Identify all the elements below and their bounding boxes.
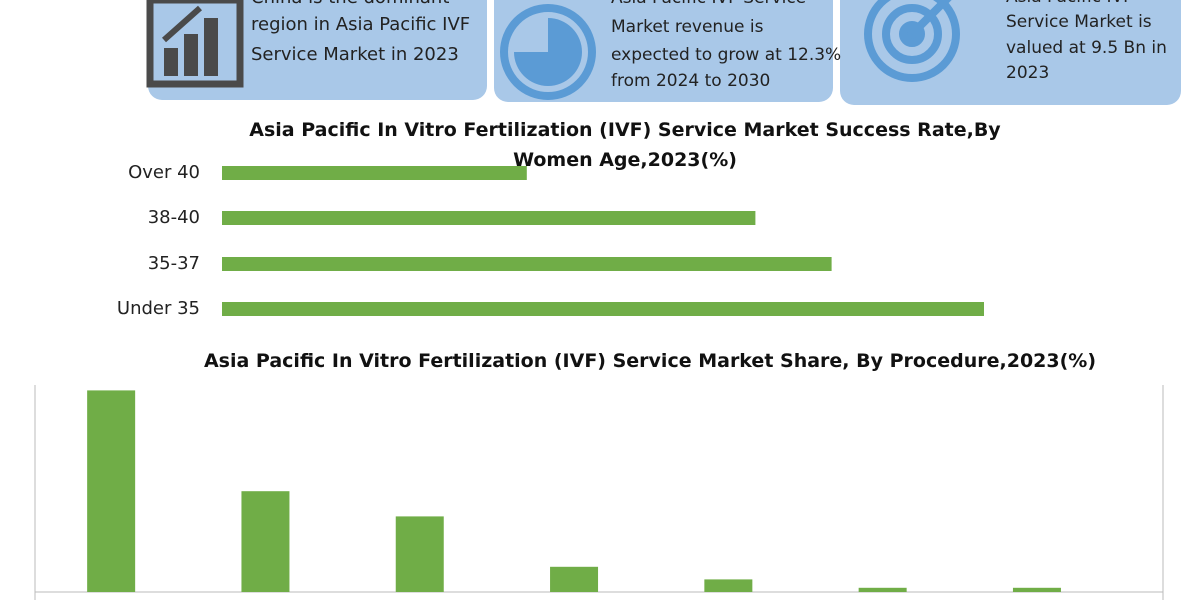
bar [222, 211, 756, 225]
chart-title: Asia Pacific In Vitro Fertilization (IVF… [249, 119, 1001, 171]
bar [858, 587, 907, 592]
chart-title-box: Asia Pacific In Vitro Fertilization (IVF… [249, 119, 1001, 171]
bar [704, 579, 753, 592]
card-text: China is the dominant [251, 0, 449, 8]
bar [222, 302, 984, 316]
bar [222, 257, 832, 271]
stopwatch-icon [500, 4, 596, 100]
card-text: Market revenue is [611, 17, 764, 37]
card-text: Asia Pacific IVF Service [611, 0, 806, 8]
card-text: 2023 [1006, 63, 1049, 83]
card-text: from 2024 to 2030 [611, 71, 770, 91]
card-text: valued at 9.5 Bn in [1006, 38, 1167, 58]
chart-title: Asia Pacific In Vitro Fertilization (IVF… [203, 350, 1097, 372]
y-tick-label: 35-37 [148, 253, 200, 274]
card [148, 0, 487, 100]
chart-title-box: Asia Pacific In Vitro Fertilization (IVF… [203, 350, 1097, 372]
y-tick-label: 38-40 [148, 207, 200, 228]
bar [395, 516, 444, 592]
bar [550, 566, 599, 592]
bar [87, 390, 136, 592]
bar [222, 166, 527, 180]
chart-icon [146, 0, 244, 88]
card-text: Asia Pacific IVF [1006, 0, 1133, 7]
card-text: region in Asia Pacific IVF [251, 14, 470, 35]
card-text: Service Market in 2023 [251, 44, 459, 65]
bar [241, 491, 290, 592]
card-text: Service Market is [1006, 12, 1152, 32]
bar [1012, 587, 1061, 592]
card-text: expected to grow at 12.3% [611, 45, 841, 65]
y-tick-label: Under 35 [117, 298, 200, 319]
y-tick-label: Over 40 [128, 162, 200, 183]
target-icon [864, 0, 960, 82]
